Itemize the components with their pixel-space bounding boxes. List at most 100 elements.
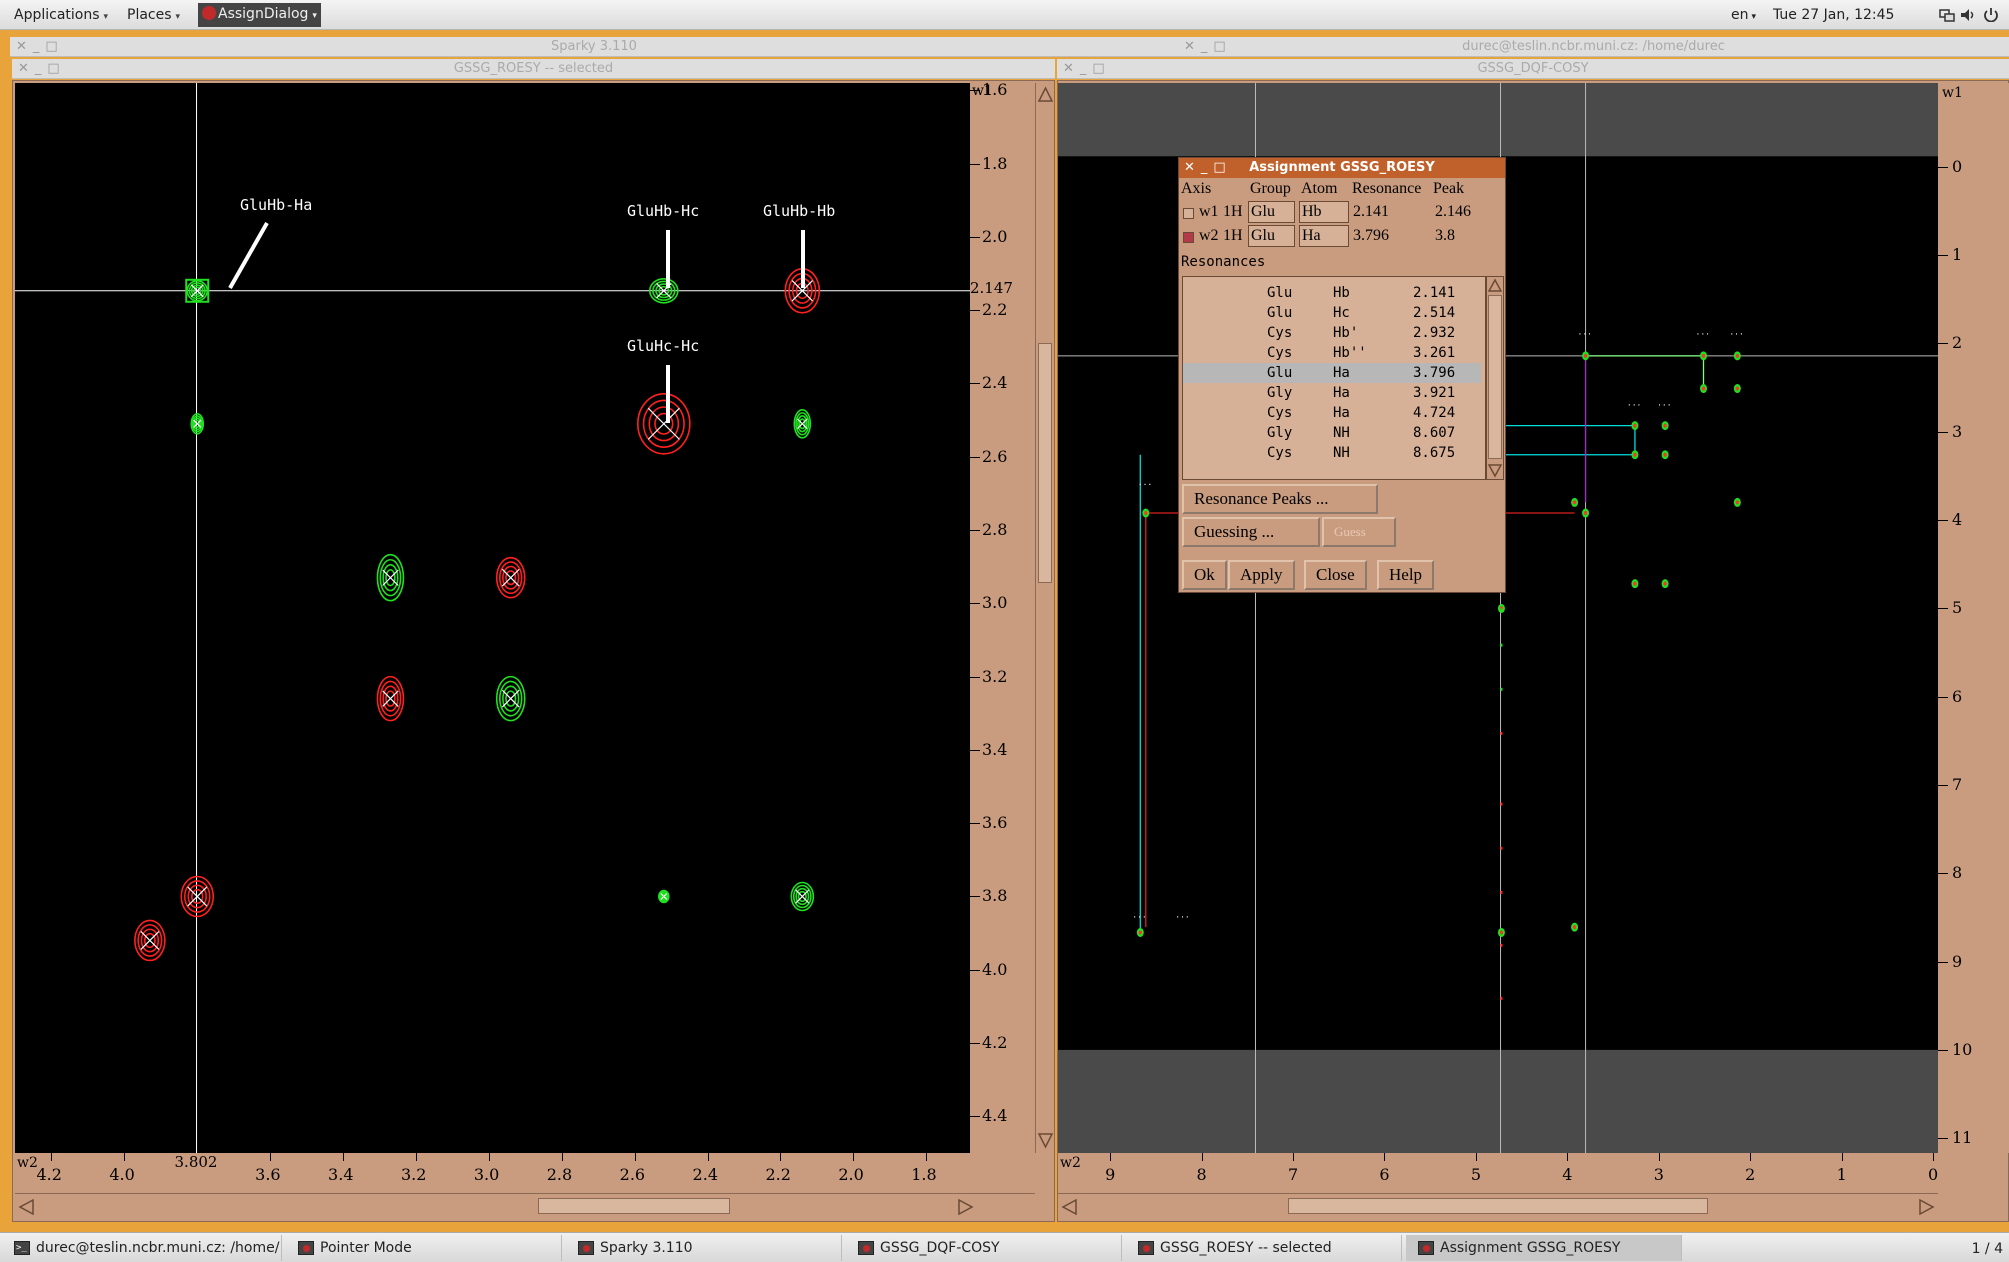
peak-contour (790, 881, 815, 912)
w2-group-field[interactable]: Glu (1248, 225, 1295, 247)
close-button[interactable]: Close (1304, 560, 1367, 590)
tick-label: 3 (1952, 421, 1963, 441)
scroll-right-icon[interactable] (955, 1197, 975, 1217)
roesy-spectrum-canvas[interactable]: GluHb-Ha GluHb-Hc GluHb-Hb GluHc-Hc (15, 83, 970, 1153)
keyboard-layout-indicator[interactable]: en ▾ (1731, 7, 1756, 23)
workspace-indicator[interactable]: 1 / 4 (1971, 1241, 2003, 1257)
help-button[interactable]: Help (1377, 560, 1435, 590)
scroll-left-icon[interactable] (17, 1197, 37, 1217)
tick-label: 3.4 (982, 739, 1008, 759)
resonance-item[interactable]: Gly Ha 3.921 (1183, 383, 1481, 403)
sparky-titlebar[interactable]: ✕_□ Sparky 3.110 (10, 37, 1178, 57)
guess-button[interactable]: Guess (1322, 517, 1396, 547)
tick-mark (970, 969, 980, 971)
tick-mark (270, 1153, 272, 1161)
roesy-spectrum[interactable]: GluHb-Ha GluHb-Hc GluHb-Hb GluHc-Hc (15, 83, 970, 1153)
cosy-titlebar[interactable]: ✕_□ GSSG_DQF-COSY (1057, 59, 2009, 79)
terminal-titlebar[interactable]: ✕_□ durec@teslin.ncbr.muni.cz: /home/dur… (1178, 37, 2009, 57)
task-roesy[interactable]: GSSG_ROESY -- selected (1126, 1235, 1402, 1261)
tick-label: 2.0 (838, 1165, 864, 1184)
tick-label: 3.4 (328, 1165, 354, 1184)
scroll-right-icon[interactable] (1916, 1197, 1936, 1217)
resonance-item[interactable]: Cys Hb' 2.932 (1183, 323, 1481, 343)
cosy-horizontal-scrollbar[interactable] (1058, 1193, 1938, 1219)
resonance-item[interactable]: Cys Ha 4.724 (1183, 403, 1481, 423)
resonance-list-scrollbar[interactable] (1486, 276, 1504, 480)
resonance-list[interactable]: Glu Hb 2.141 Glu Hc 2.514 Cys Hb' 2.932 Cys Hb'' 3.… (1182, 276, 1486, 480)
resonance-peaks-button[interactable]: Resonance Peaks ... (1182, 484, 1378, 514)
w1-group-field[interactable]: Glu (1248, 201, 1295, 223)
power-icon[interactable] (1983, 8, 1999, 23)
roesy-hscroll-thumb[interactable] (538, 1198, 730, 1214)
peak-contour (180, 875, 215, 918)
task-terminal[interactable]: durec@teslin.ncbr.muni.cz: /home/... (2, 1235, 282, 1261)
scroll-up-icon[interactable] (1487, 278, 1503, 294)
assignment-dialog-titlebar[interactable]: ✕_□ Assignment GSSG_ROESY (1179, 158, 1505, 178)
resonance-item[interactable]: Cys NH 8.675 (1183, 443, 1481, 463)
window-controls-icon[interactable]: ✕_□ (1184, 160, 1232, 175)
contour-ring (798, 418, 806, 430)
contour-ring (495, 675, 526, 722)
places-menu[interactable]: Places ▾ (127, 7, 180, 23)
window-controls-icon[interactable]: ✕_□ (18, 61, 66, 76)
window-controls-icon[interactable]: ✕_□ (1184, 39, 1232, 54)
peak-contour (376, 675, 405, 722)
tick-label: 6 (1379, 1165, 1390, 1184)
cosy-peak-core (1583, 353, 1588, 358)
cosy-peak-core (1633, 581, 1637, 586)
resonance-atom: NH (1333, 425, 1350, 441)
resonance-list-thumb[interactable] (1488, 295, 1502, 459)
tick-mark (970, 676, 980, 678)
w1-atom-field[interactable]: Hb (1299, 201, 1349, 223)
task-pointer-mode[interactable]: Pointer Mode (286, 1235, 562, 1261)
window-controls-icon[interactable]: ✕_□ (16, 39, 64, 54)
contour-ring (180, 875, 215, 918)
w1-peak-value: 2.146 (1435, 203, 1471, 220)
task-sparky[interactable]: Sparky 3.110 (566, 1235, 842, 1261)
ok-button[interactable]: Ok (1182, 560, 1227, 590)
apply-button[interactable]: Apply (1228, 560, 1295, 590)
contour-ring (502, 565, 520, 590)
guessing-button[interactable]: Guessing ... (1182, 517, 1320, 547)
scroll-down-icon[interactable] (1487, 462, 1503, 478)
resonance-item[interactable]: Glu Hc 2.514 (1183, 303, 1481, 323)
task-label: GSSG_DQF-COSY (880, 1240, 1000, 1256)
top-panel: Applications ▾ Places ▾ AssignDialog ▾ en ▾ … (0, 0, 2009, 30)
tick-mark (51, 1153, 53, 1161)
w1-checkbox[interactable] (1183, 208, 1194, 219)
scroll-down-icon[interactable] (1036, 1131, 1055, 1151)
resonance-item[interactable]: Gly NH 8.607 (1183, 423, 1481, 443)
cosy-hscroll-thumb[interactable] (1288, 1198, 1708, 1214)
contour-ring (379, 680, 402, 717)
roesy-vertical-scrollbar[interactable] (1035, 83, 1054, 1153)
volume-icon[interactable] (1960, 8, 1976, 22)
task-assignment[interactable]: Assignment GSSG_ROESY (1406, 1235, 1682, 1261)
active-app-menu[interactable]: AssignDialog ▾ (198, 3, 321, 27)
w2-axis-label: w2 (1199, 227, 1219, 244)
clock[interactable]: Tue 27 Jan, 12:45 (1773, 7, 1895, 23)
resonance-item[interactable]: Cys Hb'' 3.261 (1183, 343, 1481, 363)
scroll-up-icon[interactable] (1036, 85, 1055, 105)
tick-mark (970, 896, 980, 898)
network-icon[interactable] (1939, 8, 1955, 22)
w2-axis-label: w2 (1060, 1155, 1081, 1171)
roesy-titlebar[interactable]: ✕_□ GSSG_ROESY -- selected (12, 59, 1055, 79)
resonance-item[interactable]: Glu Hb 2.141 (1183, 283, 1481, 303)
resonance-shift: 3.261 (1413, 345, 1456, 361)
roesy-horizontal-scrollbar[interactable] (15, 1193, 1035, 1219)
task-cosy[interactable]: GSSG_DQF-COSY (846, 1235, 1122, 1261)
tick-label: 0 (1952, 156, 1963, 176)
w2-atom-field[interactable]: Ha (1299, 225, 1349, 247)
applications-menu[interactable]: Applications ▾ (14, 7, 108, 23)
w2-checkbox[interactable] (1183, 232, 1194, 243)
scroll-left-icon[interactable] (1060, 1197, 1080, 1217)
peak-contour (376, 553, 405, 602)
contour-ring (505, 570, 517, 586)
roesy-vscroll-thumb[interactable] (1038, 343, 1052, 583)
resonance-item[interactable]: Glu Ha 3.796 (1183, 363, 1481, 383)
tick-mark (1938, 431, 1948, 433)
contour-ring (190, 284, 204, 298)
cosy-noise (1500, 802, 1503, 806)
peak-contour (190, 412, 205, 435)
window-controls-icon[interactable]: ✕_□ (1063, 61, 1111, 76)
